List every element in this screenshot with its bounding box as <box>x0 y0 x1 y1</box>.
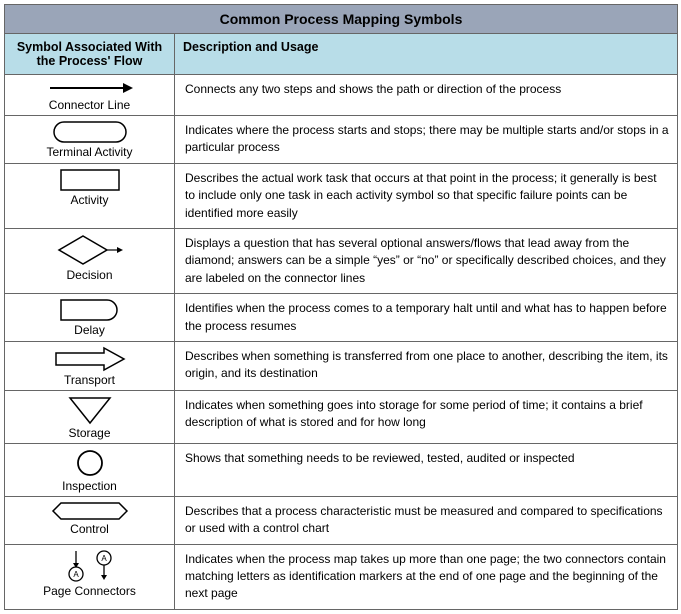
table-row: Delay Identifies when the process comes … <box>5 294 678 342</box>
desc-cell: Displays a question that has several opt… <box>175 228 678 293</box>
header-row: Symbol Associated With the Process' Flow… <box>5 34 678 75</box>
connector-line-icon <box>45 79 135 97</box>
symbol-label: Storage <box>9 426 170 440</box>
desc-cell: Indicates when the process map takes up … <box>175 544 678 609</box>
desc-cell: Indicates when something goes into stora… <box>175 390 678 443</box>
desc-cell: Shows that something needs to be reviewe… <box>175 443 678 496</box>
title-row: Common Process Mapping Symbols <box>5 5 678 34</box>
desc-cell: Describes when something is transferred … <box>175 341 678 390</box>
inspection-icon <box>73 448 107 478</box>
symbol-label: Activity <box>9 193 170 207</box>
table-row: Connector Line Connects any two steps an… <box>5 75 678 116</box>
symbol-label: Transport <box>9 373 170 387</box>
control-icon <box>51 501 129 521</box>
svg-text:A: A <box>101 554 107 563</box>
symbol-cell-connector-line: Connector Line <box>5 75 175 116</box>
desc-cell: Indicates where the process starts and s… <box>175 116 678 164</box>
table-row: A A Page Connectors Indicates when the p… <box>5 544 678 609</box>
symbol-label: Page Connectors <box>9 584 170 598</box>
table-row: Decision Displays a question that has se… <box>5 228 678 293</box>
symbols-table: Common Process Mapping Symbols Symbol As… <box>4 4 678 610</box>
page-connectors-icon: A A <box>60 549 120 583</box>
symbol-label: Decision <box>9 268 170 282</box>
symbol-label: Control <box>9 522 170 536</box>
table-row: Activity Describes the actual work task … <box>5 163 678 228</box>
symbol-cell-page-connectors: A A Page Connectors <box>5 544 175 609</box>
desc-cell: Connects any two steps and shows the pat… <box>175 75 678 116</box>
svg-text:A: A <box>73 570 79 579</box>
symbol-cell-transport: Transport <box>5 341 175 390</box>
symbol-cell-control: Control <box>5 496 175 544</box>
table-row: Transport Describes when something is tr… <box>5 341 678 390</box>
desc-cell: Describes that a process characteristic … <box>175 496 678 544</box>
delay-icon <box>59 298 121 322</box>
symbol-label: Inspection <box>9 479 170 493</box>
col-header-desc: Description and Usage <box>175 34 678 75</box>
table-row: Inspection Shows that something needs to… <box>5 443 678 496</box>
desc-cell: Identifies when the process comes to a t… <box>175 294 678 342</box>
symbol-cell-terminal-activity: Terminal Activity <box>5 116 175 164</box>
terminal-activity-icon <box>52 120 128 144</box>
table-title: Common Process Mapping Symbols <box>5 5 678 34</box>
symbol-cell-delay: Delay <box>5 294 175 342</box>
table-row: Storage Indicates when something goes in… <box>5 390 678 443</box>
desc-cell: Describes the actual work task that occu… <box>175 163 678 228</box>
decision-icon <box>55 233 125 267</box>
symbol-cell-storage: Storage <box>5 390 175 443</box>
symbol-cell-inspection: Inspection <box>5 443 175 496</box>
transport-icon <box>54 346 126 372</box>
table-row: Terminal Activity Indicates where the pr… <box>5 116 678 164</box>
table-row: Control Describes that a process charact… <box>5 496 678 544</box>
activity-icon <box>59 168 121 192</box>
symbol-cell-activity: Activity <box>5 163 175 228</box>
symbol-label: Delay <box>9 323 170 337</box>
symbol-cell-decision: Decision <box>5 228 175 293</box>
symbol-label: Connector Line <box>9 98 170 112</box>
col-header-symbol: Symbol Associated With the Process' Flow <box>5 34 175 75</box>
symbol-label: Terminal Activity <box>9 145 170 159</box>
storage-icon <box>66 395 114 425</box>
